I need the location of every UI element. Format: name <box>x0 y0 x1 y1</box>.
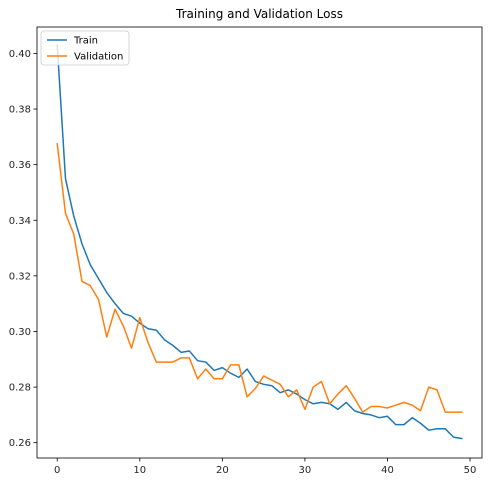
y-tick-label: 0.34 <box>9 216 31 227</box>
x-tick-label: 0 <box>54 465 60 476</box>
x-axis: 0 10 20 30 40 50 <box>54 458 476 476</box>
x-tick-label: 30 <box>299 465 312 476</box>
y-tick-label: 0.32 <box>9 271 31 282</box>
legend-label-validation: Validation <box>74 52 123 63</box>
y-tick-label: 0.30 <box>9 327 31 338</box>
y-tick-label: 0.28 <box>9 383 31 394</box>
x-tick-label: 10 <box>133 465 146 476</box>
y-axis: 0.26 0.28 0.30 0.32 0.34 0.36 0.38 0.40 <box>9 49 37 449</box>
x-tick-label: 20 <box>216 465 229 476</box>
plot-area <box>36 26 483 459</box>
legend-label-train: Train <box>73 36 98 47</box>
y-tick-label: 0.36 <box>9 160 31 171</box>
chart-title: Training and Validation Loss <box>175 7 343 21</box>
x-tick-label: 50 <box>464 465 477 476</box>
y-tick-label: 0.40 <box>9 49 31 60</box>
y-tick-label: 0.26 <box>9 438 31 449</box>
series-line-validation <box>56 142 463 413</box>
axes-frame <box>36 26 483 459</box>
x-tick-label: 40 <box>381 465 394 476</box>
y-tick-label: 0.38 <box>9 105 31 116</box>
legend: Train Validation <box>40 30 130 66</box>
